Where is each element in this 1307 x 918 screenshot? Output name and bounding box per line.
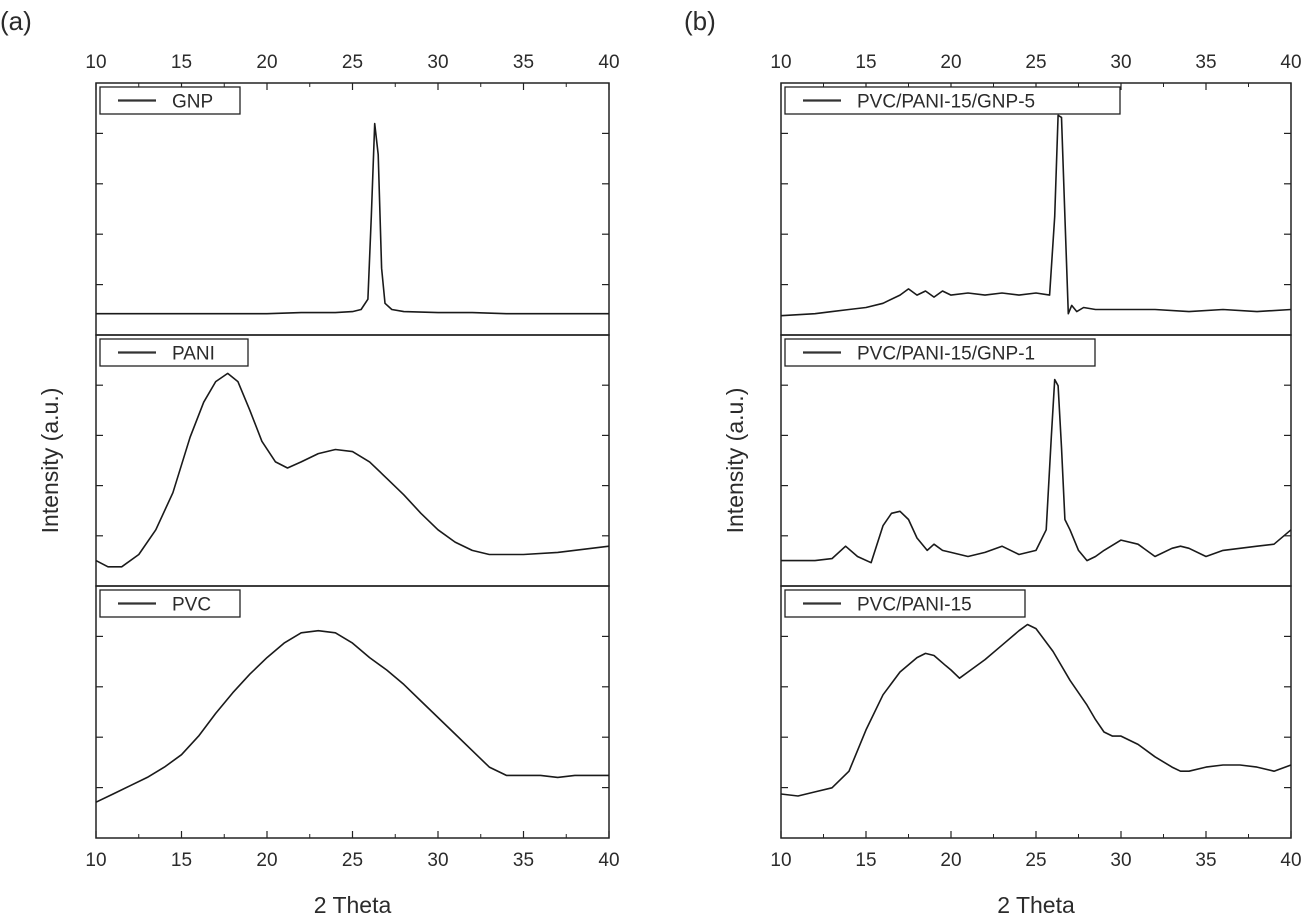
x-tick-label-bottom-a: 35 [513, 850, 534, 871]
x-tick-label-bottom-b: 20 [940, 850, 961, 871]
subplot-frame-pvc [95, 585, 610, 839]
panel-a: (a) Intensity (a.u.) 2 Theta 10 10 15 15 20 20 25… [0, 6, 620, 918]
x-axis-label-a: 2 Theta [314, 892, 392, 918]
subplot-frame-gnp [95, 82, 610, 336]
x-tick-label-top-a: 20 [256, 52, 277, 73]
subplot-frame-pani [95, 334, 610, 587]
x-tick-label-bottom-b: 40 [1280, 850, 1301, 871]
panel-b: (b) Intensity (a.u.) 2 Theta 10 10 15 15 20 20 25… [684, 6, 1302, 918]
x-tick-label-bottom-b: 25 [1025, 850, 1046, 871]
legend-label-pvc-pani-15-gnp-1: PVC/PANI-15/GNP-1 [857, 344, 1035, 365]
subplot-frame-pvc-pani-15-gnp-5 [780, 82, 1292, 336]
x-tick-label-bottom-a: 40 [598, 850, 619, 871]
series-line-pvc-pani-15 [780, 623, 1292, 797]
x-tick-label-bottom-a: 30 [427, 850, 448, 871]
x-tick-label-top-b: 15 [855, 52, 876, 73]
legend-label-pvc: PVC [172, 595, 211, 616]
x-tick-label-top-b: 10 [770, 52, 791, 73]
panel-label-a: (a) [0, 6, 32, 36]
x-tick-label-top-a: 10 [85, 52, 106, 73]
y-axis-label-a: Intensity (a.u.) [37, 388, 63, 534]
series-line-pvc-pani-15-gnp-5 [780, 114, 1292, 317]
x-tick-label-top-a: 15 [171, 52, 192, 73]
x-tick-label-top-b: 25 [1025, 52, 1046, 73]
x-tick-label-top-b: 30 [1110, 52, 1131, 73]
x-tick-label-top-a: 25 [342, 52, 363, 73]
legend-label-pvc-pani-15: PVC/PANI-15 [857, 595, 972, 616]
legend-label-gnp: GNP [172, 92, 213, 113]
y-axis-label-b: Intensity (a.u.) [722, 388, 748, 534]
x-tick-label-bottom-a: 25 [342, 850, 363, 871]
series-line-pvc [95, 629, 609, 803]
x-tick-label-top-a: 40 [598, 52, 619, 73]
legend-label-pani: PANI [172, 344, 215, 365]
x-axis-label-b: 2 Theta [997, 892, 1075, 918]
legend-label-pvc-pani-15-gnp-5: PVC/PANI-15/GNP-5 [857, 92, 1035, 113]
x-tick-label-top-a: 35 [513, 52, 534, 73]
x-tick-label-bottom-b: 10 [770, 850, 791, 871]
x-tick-label-bottom-a: 20 [256, 850, 277, 871]
series-line-pani [95, 372, 610, 568]
series-line-gnp [96, 122, 609, 315]
subplot-frame-pvc-pani-15 [780, 585, 1292, 839]
panel-label-b: (b) [684, 6, 716, 36]
x-tick-label-top-b: 40 [1280, 52, 1301, 73]
series-line-pvc-pani-15-gnp-1 [781, 378, 1292, 564]
x-tick-label-bottom-b: 30 [1110, 850, 1131, 871]
x-tick-label-top-b: 20 [940, 52, 961, 73]
x-tick-label-bottom-a: 10 [85, 850, 106, 871]
x-tick-label-top-b: 35 [1195, 52, 1216, 73]
x-tick-label-bottom-b: 35 [1195, 850, 1216, 871]
x-tick-label-bottom-b: 15 [855, 850, 876, 871]
x-tick-label-bottom-a: 15 [171, 850, 192, 871]
x-tick-label-top-a: 30 [427, 52, 448, 73]
subplot-frame-pvc-pani-15-gnp-1 [780, 334, 1292, 587]
